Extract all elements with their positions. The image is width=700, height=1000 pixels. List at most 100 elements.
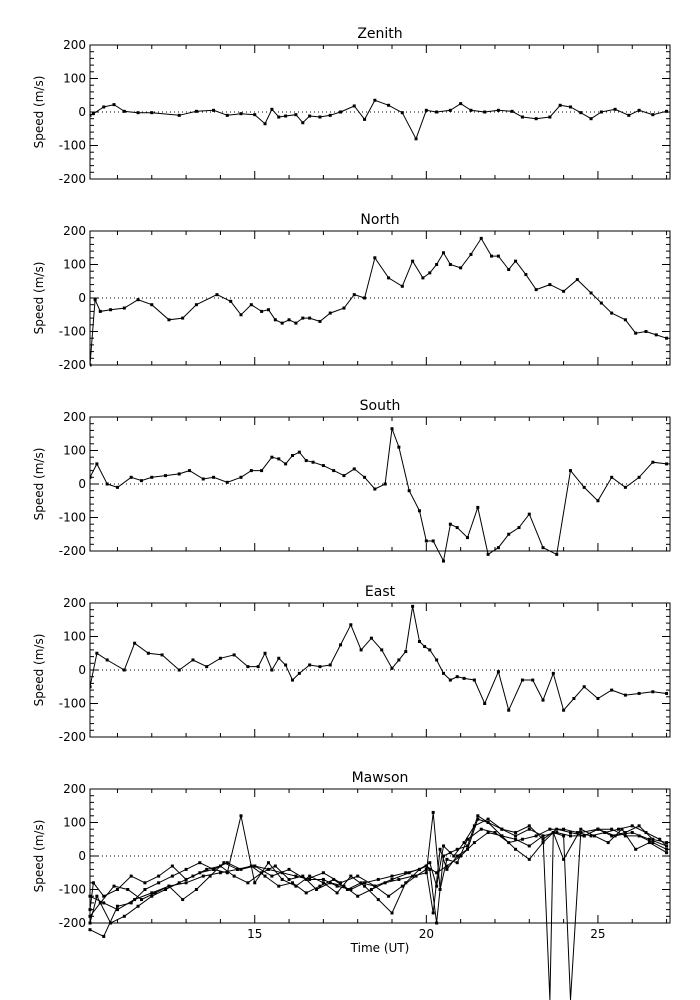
y-tick-label: 0 (78, 849, 86, 863)
data-point (284, 663, 288, 667)
data-point (476, 814, 480, 818)
data-point (627, 113, 631, 117)
data-point (93, 298, 97, 302)
x-axis-label: Time (UT) (350, 941, 410, 955)
data-point (414, 874, 418, 878)
y-axis-label: Speed (m/s) (32, 76, 46, 149)
data-point (256, 665, 260, 669)
data-point (610, 475, 614, 479)
data-point (455, 675, 459, 679)
data-point (455, 526, 459, 530)
data-point (448, 522, 452, 526)
data-point (308, 114, 312, 118)
data-point (459, 854, 463, 858)
series-line (89, 815, 667, 924)
data-point (472, 824, 476, 828)
data-point (225, 480, 229, 484)
data-point (287, 877, 291, 881)
panel-title: Zenith (357, 26, 402, 42)
data-point (634, 331, 638, 335)
data-point (486, 817, 490, 821)
data-point (98, 901, 102, 905)
data-point (606, 841, 610, 845)
data-point (126, 888, 130, 891)
data-point (441, 251, 445, 255)
data-point (555, 827, 559, 831)
data-point (177, 113, 181, 117)
data-point (476, 817, 480, 821)
data-point (435, 884, 439, 888)
y-tick-label: 200 (63, 782, 86, 796)
data-point (472, 678, 476, 682)
data-point (654, 333, 658, 337)
data-point (665, 847, 669, 851)
data-point (596, 499, 600, 503)
data-point (356, 894, 360, 898)
data-point (115, 908, 119, 912)
x-tick-label: 25 (590, 927, 605, 941)
data-point (407, 489, 411, 493)
y-tick-label: 0 (78, 291, 86, 305)
data-point (610, 688, 614, 692)
data-point (496, 254, 500, 258)
data-point (102, 901, 106, 905)
data-point (212, 475, 216, 479)
data-point (469, 252, 473, 256)
data-point (637, 824, 641, 828)
data-point (308, 874, 312, 878)
data-point (373, 256, 377, 260)
data-point (466, 837, 470, 841)
data-point (136, 298, 140, 302)
data-point (438, 888, 442, 891)
data-point (428, 648, 432, 652)
data-point (428, 861, 432, 865)
data-point (194, 888, 198, 891)
data-point (304, 891, 308, 895)
y-tick-label: 100 (63, 816, 86, 830)
data-point (582, 685, 586, 689)
data-point (194, 303, 198, 307)
data-point (400, 284, 404, 288)
series-4 (88, 827, 669, 1000)
data-point (568, 831, 572, 835)
y-tick-label: 100 (63, 444, 86, 458)
data-point (115, 485, 119, 489)
data-point (424, 864, 428, 868)
series-line (90, 99, 667, 141)
data-point (167, 884, 171, 888)
data-point (308, 663, 312, 667)
y-tick-label: 100 (63, 630, 86, 644)
data-point (390, 666, 394, 670)
data-point (332, 877, 336, 881)
data-point (339, 643, 343, 647)
data-point (349, 623, 353, 627)
data-point (441, 559, 445, 563)
data-point (623, 318, 627, 322)
data-point (647, 841, 651, 845)
data-point (441, 854, 445, 858)
data-point (428, 867, 432, 871)
data-point (417, 867, 421, 871)
data-point (424, 867, 428, 871)
data-point (88, 894, 92, 898)
data-point (514, 847, 518, 851)
data-point (665, 841, 669, 845)
data-point (342, 884, 346, 888)
data-point (572, 696, 576, 700)
data-point (308, 316, 312, 320)
data-point (658, 837, 662, 841)
y-tick-label: 200 (63, 224, 86, 238)
data-point (277, 656, 281, 660)
data-point (294, 321, 298, 325)
data-point (150, 475, 154, 479)
data-point (321, 871, 325, 875)
data-point (205, 867, 209, 871)
data-point (215, 293, 219, 297)
data-point (90, 475, 92, 479)
data-point (527, 512, 531, 516)
data-point (263, 122, 267, 126)
data-point (613, 834, 617, 838)
data-point (304, 459, 308, 463)
data-point (95, 894, 99, 898)
data-point (490, 254, 494, 258)
